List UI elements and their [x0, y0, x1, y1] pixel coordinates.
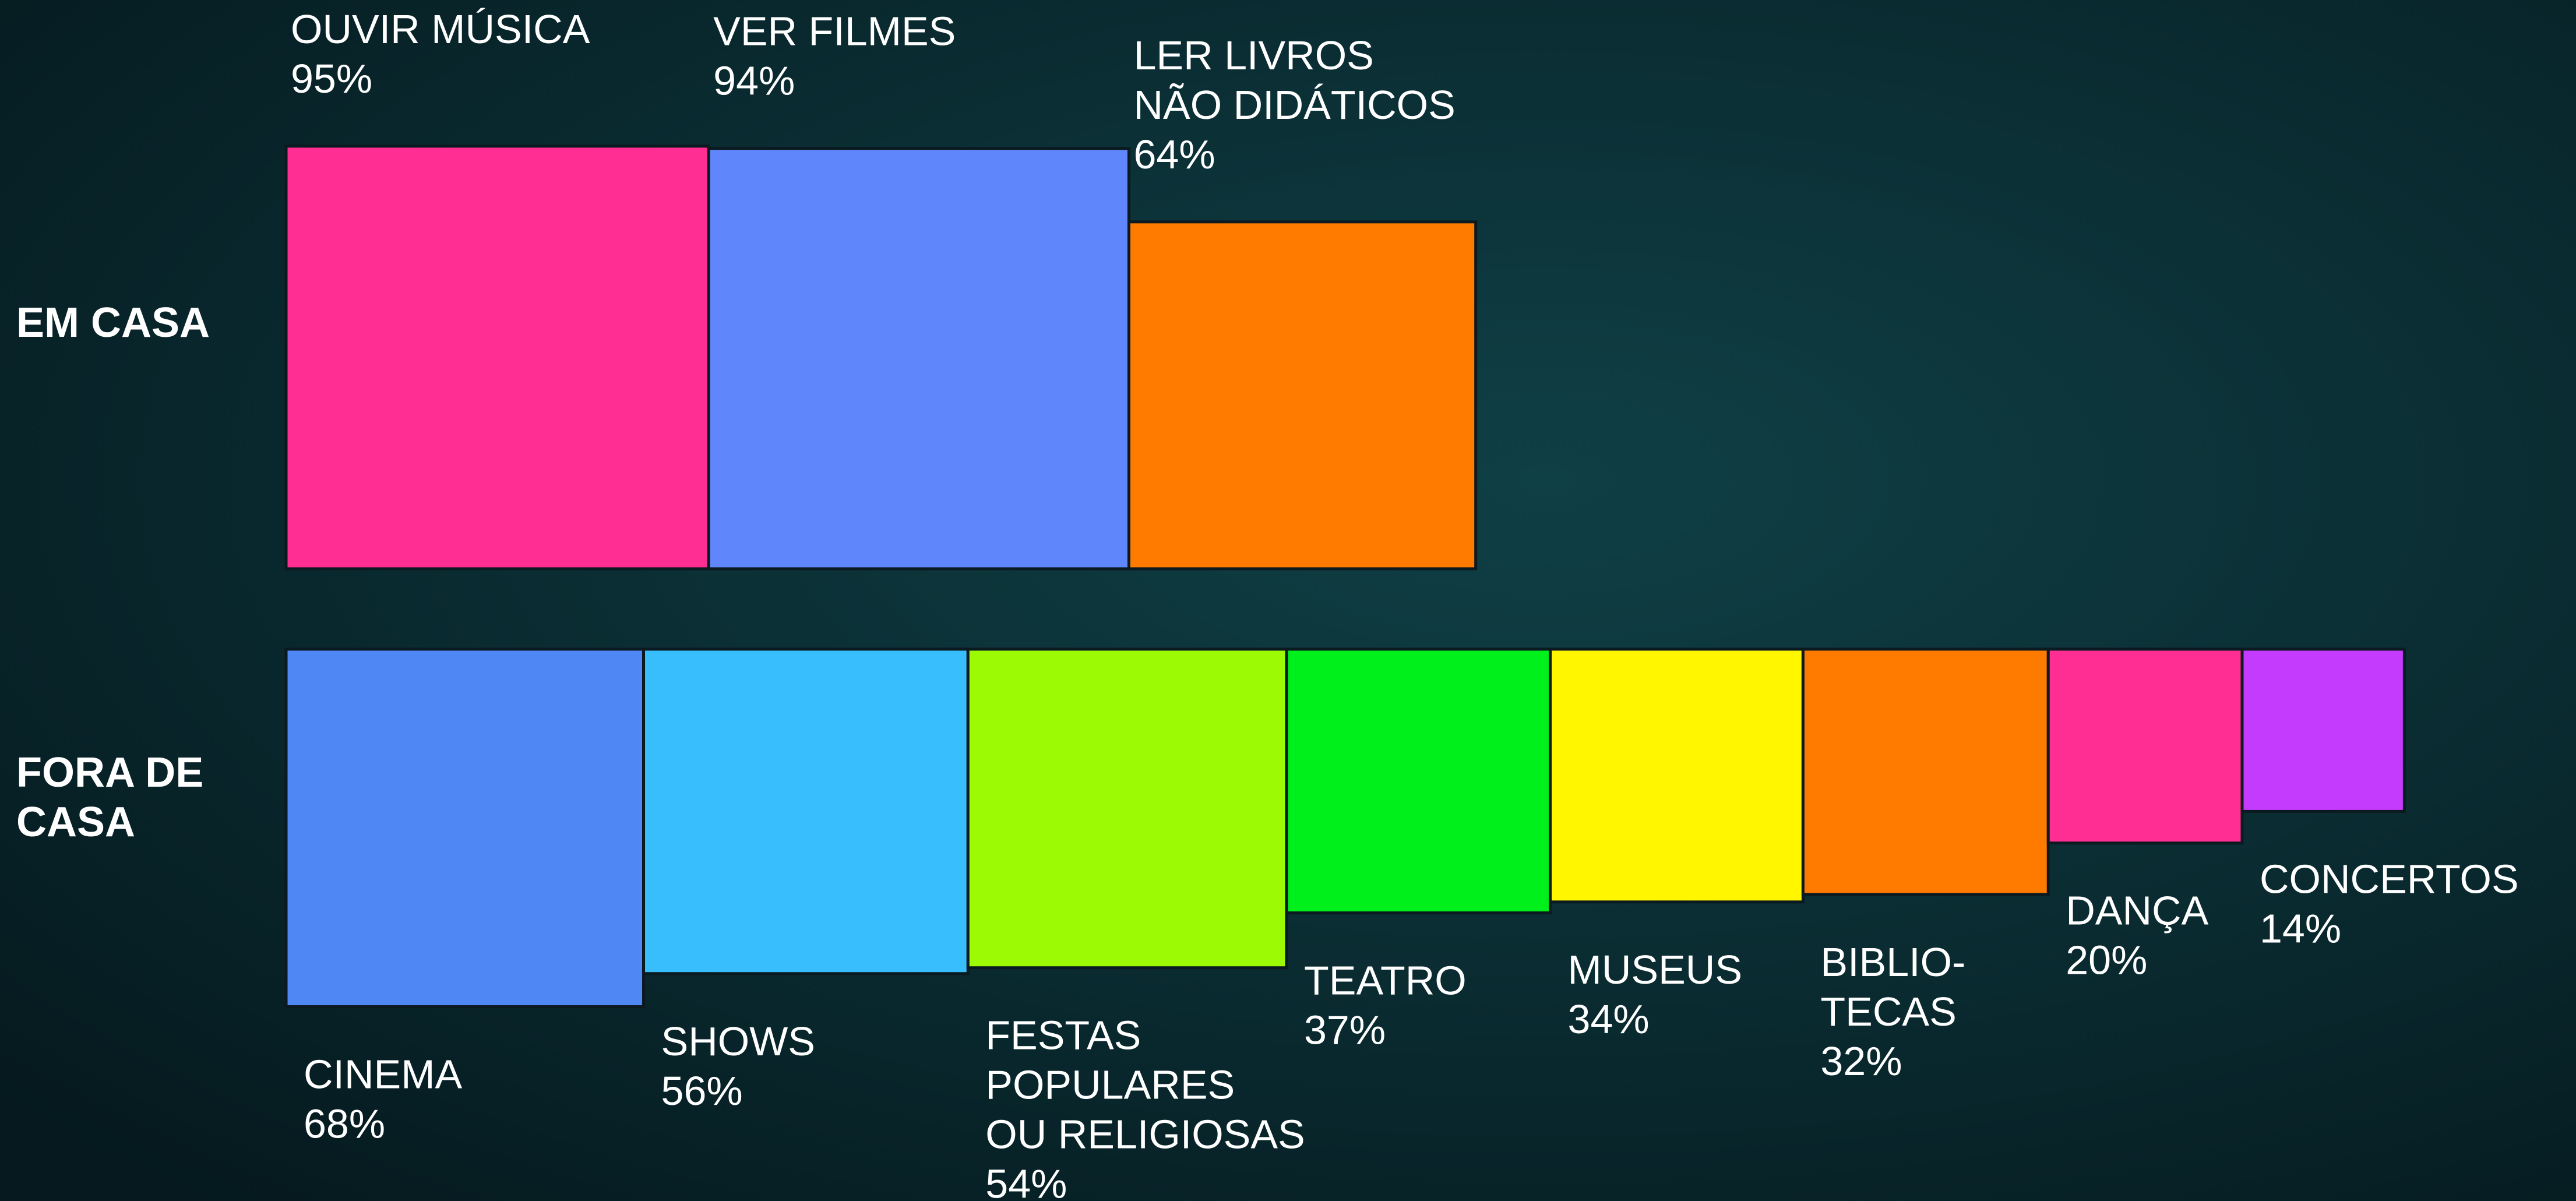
value-label: 56% [661, 1068, 743, 1114]
category-label-line: NÃO DIDÁTICOS [1133, 82, 1455, 128]
value-label: 64% [1133, 132, 1215, 177]
category-label-line: POPULARES [985, 1062, 1235, 1108]
square [2240, 647, 2406, 813]
group-label-line: FORA DE [16, 749, 203, 796]
category-label: MUSEUS [1568, 947, 1742, 992]
value-label: 94% [713, 58, 795, 104]
category-label-line: DANÇA [2066, 888, 2208, 934]
square [284, 145, 710, 570]
square [642, 647, 970, 975]
category-label: CINEMA [304, 1052, 463, 1097]
square [284, 647, 646, 1009]
square [1801, 647, 2050, 896]
category-label-line: CONCERTOS [2260, 856, 2519, 901]
square [707, 147, 1130, 570]
group-label-line: EM CASA [16, 300, 210, 346]
value-label: 37% [1304, 1008, 1386, 1053]
category-label: VER FILMES [713, 9, 956, 54]
category-label: BIBLIO-TECAS [1820, 939, 1965, 1034]
square [1549, 647, 1805, 904]
category-label: DANÇA [2066, 888, 2208, 934]
group-label: FORA DE CASA [16, 749, 203, 846]
value-label: 20% [2066, 938, 2147, 983]
category-label: FESTAS POPULARES OU RELIGIOSAS [985, 1013, 1305, 1157]
category-label-line: LER LIVROS [1133, 33, 1373, 78]
category-label: OUVIR MÚSICA [291, 6, 590, 52]
group-label: EM CASA [16, 300, 210, 346]
category-label: SHOWS [661, 1019, 815, 1064]
category-label-line: MUSEUS [1568, 947, 1742, 992]
category-label-line: TEATRO [1304, 958, 1467, 1003]
value-label: 32% [1820, 1038, 1902, 1084]
category-label-line: SHOWS [661, 1019, 815, 1064]
value-label: 14% [2260, 906, 2341, 951]
value-label: 54% [985, 1161, 1067, 1201]
category-label-line: OU RELIGIOSAS [985, 1112, 1305, 1157]
category-label: CONCERTOS [2260, 856, 2519, 901]
value-label: 68% [304, 1101, 385, 1147]
category-label: TEATRO [1304, 958, 1467, 1003]
category-label-line: CINEMA [304, 1052, 463, 1097]
category-label-line: TECAS [1820, 989, 1956, 1034]
value-label: 95% [291, 56, 372, 101]
category-label: LER LIVROS NÃO DIDÁTICOS [1133, 33, 1455, 128]
group-label-line: CASA [16, 799, 135, 846]
square [2046, 647, 2244, 845]
category-label-line: VER FILMES [713, 9, 956, 54]
category-label-line: FESTAS [985, 1013, 1141, 1058]
category-label-line: BIBLIO- [1820, 939, 1965, 985]
value-label: 34% [1568, 996, 1650, 1042]
square [1285, 647, 1552, 915]
square [966, 647, 1288, 970]
square [1127, 220, 1478, 570]
category-label-line: OUVIR MÚSICA [291, 6, 590, 52]
